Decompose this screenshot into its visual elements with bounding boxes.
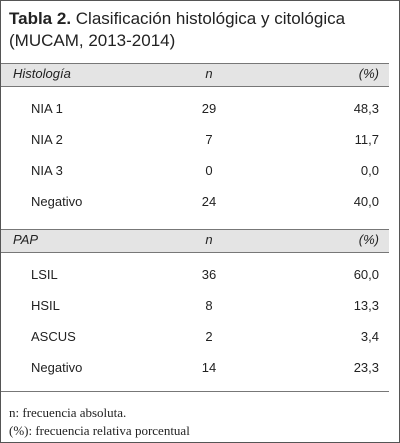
header-cell: n <box>205 232 213 247</box>
header-cell: PAP <box>13 232 39 247</box>
note: (%): frecuencia relativa porcentual <box>9 423 190 438</box>
title-line: Tabla 2. Clasificación histológica y cit… <box>9 9 345 29</box>
header-cell: (%) <box>358 232 379 247</box>
cell: 3,4 <box>360 329 379 344</box>
cell: 11,7 <box>354 132 379 147</box>
cell: NIA 2 <box>31 132 63 147</box>
cell: 60,0 <box>353 267 379 282</box>
cell: HSIL <box>31 298 60 313</box>
cell: 13,3 <box>353 298 379 313</box>
title-text: (MUCAM, 2013-2014) <box>9 31 176 50</box>
cell: NIA 3 <box>31 163 63 178</box>
note: n: frecuencia absoluta. <box>9 405 127 420</box>
cell: 0 <box>205 163 213 178</box>
cell: 48,3 <box>353 101 379 116</box>
cell: 36 <box>201 267 217 282</box>
cell: 2 <box>205 329 213 344</box>
cell: Negativo <box>31 194 83 209</box>
cell: 14 <box>201 360 217 375</box>
header-cell: n <box>205 66 213 81</box>
cell: 24 <box>201 194 217 209</box>
cell: Negativo <box>31 360 83 375</box>
rule <box>1 391 389 392</box>
cell: 29 <box>201 101 217 116</box>
title-label: Tabla 2. <box>9 9 72 28</box>
header-cell: Histología <box>13 66 71 81</box>
cell: LSIL <box>31 267 58 282</box>
cell: 8 <box>205 298 213 313</box>
cell: 0,0 <box>360 163 379 178</box>
cell: NIA 1 <box>31 101 63 116</box>
cell: ASCUS <box>31 329 76 344</box>
title-text: Clasificación histológica y citológica <box>75 9 346 28</box>
header-cell: (%) <box>358 66 379 81</box>
cell: 40,0 <box>353 194 379 209</box>
header-row <box>1 229 389 253</box>
header-row <box>1 63 389 87</box>
cell: 7 <box>205 132 213 147</box>
cell: 23,3 <box>353 360 379 375</box>
